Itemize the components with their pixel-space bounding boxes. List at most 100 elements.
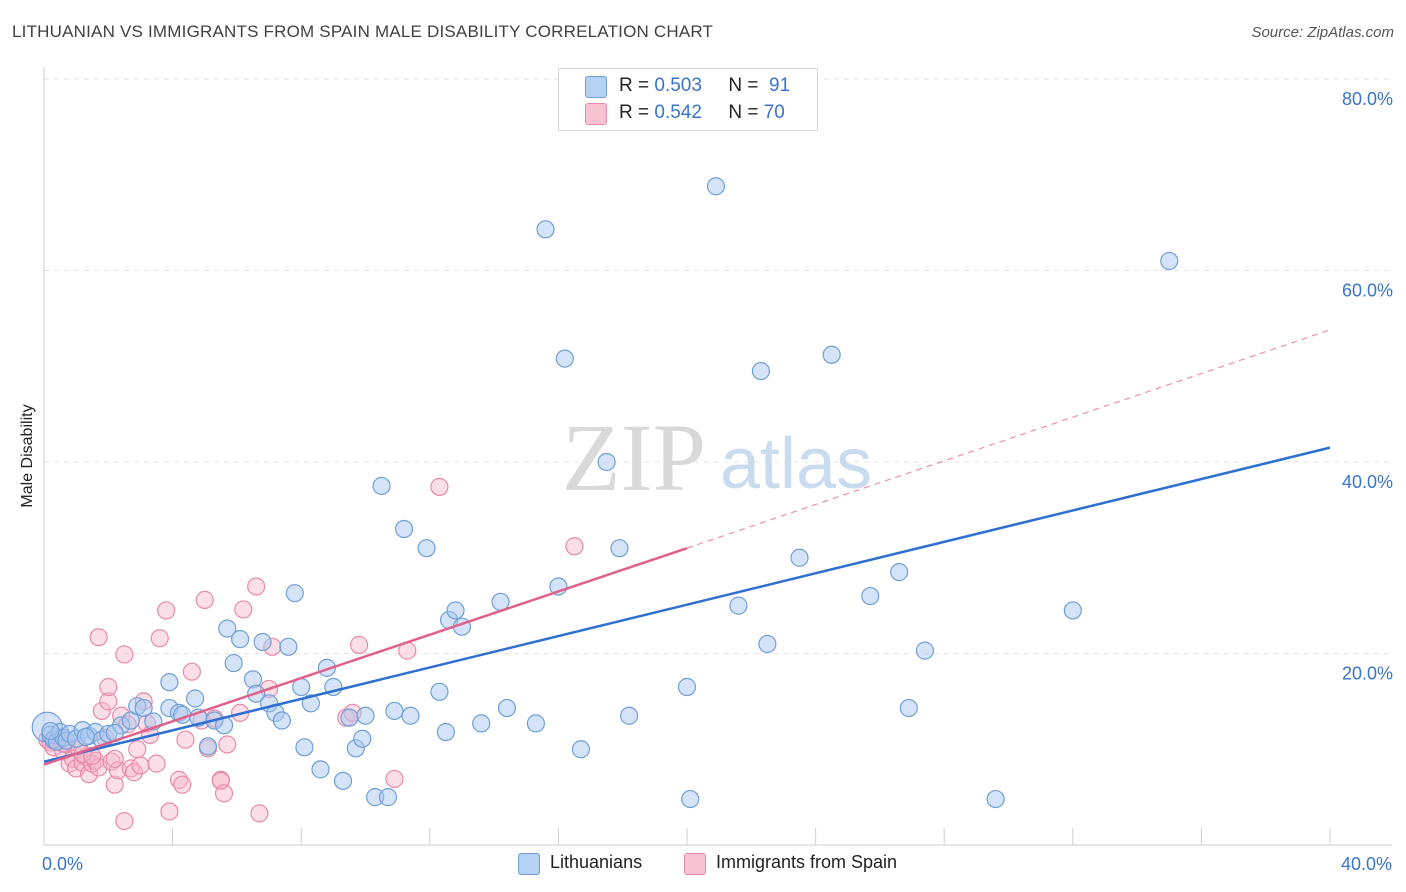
- trend-lines: [43, 329, 1331, 766]
- y-tick-label: 20.0%: [1342, 664, 1393, 684]
- lithuanian-point: [353, 729, 372, 748]
- lithuanian-point: [620, 706, 639, 725]
- chart-title: LITHUANIAN VS IMMIGRANTS FROM SPAIN MALE…: [12, 22, 714, 41]
- spain-point: [115, 811, 134, 831]
- legend-label-lithuanians: Lithuanians: [550, 852, 643, 872]
- lithuanian-point: [231, 630, 250, 649]
- spain-point: [218, 735, 237, 754]
- lithuanian-point: [497, 698, 517, 718]
- lithuanian-point: [394, 519, 414, 539]
- spain-point: [89, 628, 108, 647]
- lithuanian-point: [417, 539, 436, 558]
- lithuanian-point: [41, 721, 60, 741]
- gridlines: [44, 78, 1392, 654]
- lithuanian-point: [76, 727, 95, 746]
- lithuanian-point: [436, 722, 455, 742]
- spain-point: [131, 756, 150, 775]
- spain-point: [430, 477, 449, 496]
- lithuanian-point: [186, 689, 205, 708]
- spain-point: [385, 769, 404, 789]
- spain-point: [115, 645, 134, 664]
- spain-point: [565, 537, 584, 556]
- watermark-atlas: atlas: [720, 424, 872, 504]
- spain-point: [173, 775, 192, 794]
- legend-r-label: R =: [619, 75, 650, 96]
- lithuanian-point: [378, 788, 398, 807]
- lithuanian-point: [311, 760, 330, 779]
- lithuanian-point: [160, 673, 179, 692]
- spain-point: [234, 600, 253, 619]
- lithuanian-point: [729, 596, 748, 615]
- y-tick-labels: 20.0% 40.0% 60.0% 80.0%: [1342, 89, 1393, 684]
- lithuanian-point: [1063, 601, 1082, 620]
- lithuanian-point: [536, 220, 555, 239]
- source-label: Source: ZipAtlas.com: [1251, 24, 1394, 41]
- legend-r-label: R =: [619, 102, 650, 123]
- lithuanian-point: [430, 682, 449, 701]
- lithuanian-point: [472, 714, 491, 733]
- legend-swatch-spain: [585, 103, 607, 125]
- lithuanian-point: [134, 698, 153, 718]
- lithuanian-point: [1160, 251, 1179, 271]
- lithuanian-point: [571, 740, 591, 759]
- legend-n-value: 70: [763, 102, 785, 123]
- spain-point: [349, 635, 369, 654]
- lithuanian-point: [915, 641, 935, 660]
- lithuanian-point: [301, 694, 320, 713]
- lithuanian-point: [224, 653, 243, 673]
- lithuanian-point: [340, 708, 359, 727]
- y-tick-label: 40.0%: [1342, 472, 1393, 492]
- lithuanian-point: [681, 789, 700, 809]
- lithuanian-point: [272, 711, 292, 730]
- spain-trend-line: [43, 546, 688, 766]
- lithuanian-point: [253, 632, 272, 652]
- spain-point: [147, 754, 166, 773]
- lithuanian-point: [285, 584, 304, 603]
- legend-n-value: 91: [769, 75, 791, 96]
- lithuanian-point: [356, 706, 375, 725]
- lithuanian-point: [758, 634, 777, 654]
- lithuanian-point: [295, 738, 314, 757]
- spain-point: [160, 802, 179, 821]
- lithuanian-point: [385, 701, 404, 721]
- spain-points: [38, 477, 584, 831]
- spain-point: [150, 629, 169, 648]
- lithuanian-point: [401, 706, 420, 725]
- lithuanian-point: [899, 698, 918, 718]
- lithuanian-point: [279, 637, 298, 656]
- spain-point: [195, 590, 214, 609]
- lithuanian-point: [317, 658, 337, 677]
- spain-point: [247, 577, 266, 596]
- lithuanian-point: [751, 361, 771, 381]
- legend-r-value: 0.542: [654, 102, 702, 123]
- spain-point: [99, 692, 118, 711]
- spain-point: [128, 740, 147, 759]
- watermark-zip: ZIP: [562, 404, 706, 511]
- spain-point: [92, 701, 111, 721]
- y-tick-label: 80.0%: [1342, 89, 1393, 109]
- legend-n-label: N =: [728, 102, 759, 123]
- legend-swatch-spain: [684, 853, 706, 875]
- lithuanian-point: [890, 563, 909, 582]
- spain-trend-line-extension: [686, 329, 1331, 549]
- lithuanian-point: [597, 452, 616, 472]
- correlation-legend: R = 0.503 N = 91 R = 0.542 N = 70: [558, 68, 818, 131]
- lithuanian-point: [610, 539, 629, 558]
- spain-point: [250, 804, 269, 823]
- lithuanian-points: [31, 177, 1179, 809]
- lithuanian-point: [677, 677, 697, 697]
- lithuanian-point: [526, 714, 545, 733]
- lithuanian-trend-line: [43, 446, 1331, 763]
- spain-point: [105, 775, 124, 794]
- spain-point: [176, 730, 195, 749]
- spain-point: [124, 763, 144, 782]
- lithuanian-point: [333, 771, 353, 790]
- spain-point: [182, 662, 201, 681]
- lithuanian-point: [822, 345, 841, 364]
- x-tick-label-min: 0.0%: [42, 854, 83, 874]
- lithuanian-point: [706, 177, 726, 196]
- lithuanian-point: [555, 349, 574, 368]
- lithuanian-point: [218, 619, 237, 638]
- spain-point: [105, 749, 124, 768]
